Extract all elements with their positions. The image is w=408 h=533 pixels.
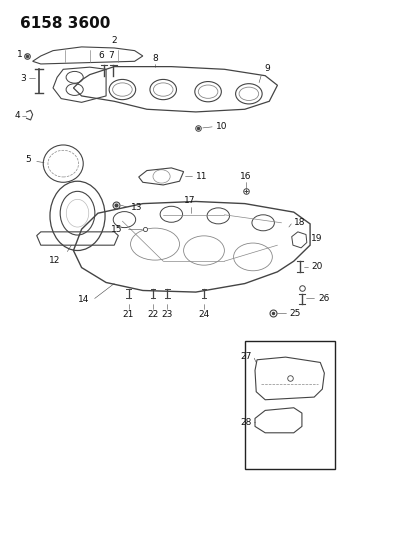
Text: 8: 8 bbox=[152, 54, 158, 63]
Text: 6158 3600: 6158 3600 bbox=[20, 16, 111, 31]
Text: 18: 18 bbox=[294, 219, 305, 227]
Text: 19: 19 bbox=[311, 234, 322, 243]
Text: 5: 5 bbox=[26, 156, 31, 164]
Text: 22: 22 bbox=[147, 310, 159, 319]
Text: 9: 9 bbox=[264, 64, 270, 72]
Text: 26: 26 bbox=[318, 294, 330, 303]
Text: 2: 2 bbox=[111, 36, 117, 45]
Text: 17: 17 bbox=[184, 196, 195, 205]
Text: 6: 6 bbox=[98, 51, 104, 60]
Text: 13: 13 bbox=[131, 204, 142, 212]
Text: 25: 25 bbox=[290, 309, 301, 318]
Text: 21: 21 bbox=[123, 310, 134, 319]
Text: 3: 3 bbox=[20, 74, 26, 83]
Text: 1: 1 bbox=[17, 50, 22, 59]
Text: 28: 28 bbox=[241, 418, 252, 426]
Text: 23: 23 bbox=[162, 310, 173, 319]
Text: 12: 12 bbox=[49, 256, 61, 265]
Text: 15: 15 bbox=[111, 225, 122, 233]
Text: 10: 10 bbox=[216, 123, 228, 131]
Text: 14: 14 bbox=[78, 295, 90, 304]
Text: 11: 11 bbox=[196, 172, 207, 181]
Text: 27: 27 bbox=[241, 352, 252, 360]
Text: 4: 4 bbox=[15, 111, 20, 120]
Text: 16: 16 bbox=[240, 172, 252, 181]
Text: 7: 7 bbox=[108, 51, 114, 60]
Bar bbox=[245, 341, 335, 469]
Text: 20: 20 bbox=[311, 262, 322, 271]
Text: 24: 24 bbox=[198, 310, 210, 319]
